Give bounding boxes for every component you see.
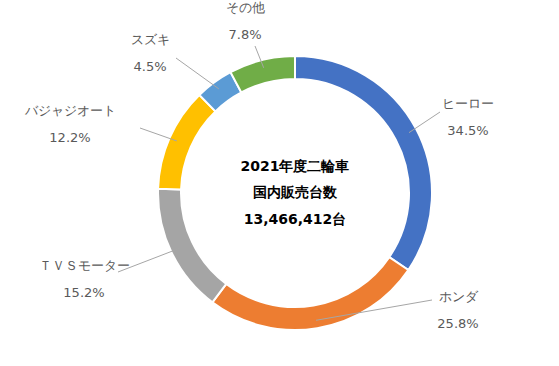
annotation: 2021年度二輪車 xyxy=(241,158,350,174)
slice xyxy=(212,257,408,330)
category-label: ヒーロー xyxy=(442,96,494,111)
center-text: 2021年度二輪車国内販売台数 13,466,412台 xyxy=(241,158,350,227)
leader-line xyxy=(255,46,264,68)
data-labels: ヒーロー 34.5% ホンダ 25.8% ＴＶＳモーター 15.2% バジャジオート 12.2… xyxy=(24,0,495,331)
value-label: 12.2% xyxy=(49,130,90,145)
category-label: ＴＶＳモーター xyxy=(39,258,130,273)
category-label: ホンダ xyxy=(439,289,479,304)
value-label: 34.5% xyxy=(447,123,488,138)
slice xyxy=(231,56,295,92)
annotation: 国内販売台数 xyxy=(253,184,338,200)
leader-line xyxy=(409,112,440,133)
value-label: 7.8% xyxy=(228,27,261,42)
chart-container: ヒーロー 34.5% ホンダ 25.8% ＴＶＳモーター 15.2% バジャジオート 12.2… xyxy=(0,0,559,366)
category-label: スズキ xyxy=(131,32,170,47)
value-label: 15.2% xyxy=(63,285,104,300)
slice xyxy=(158,189,226,303)
annotation: 13,466,412台 xyxy=(244,211,347,227)
donut xyxy=(158,56,432,330)
category-label: バジャジオート xyxy=(24,103,116,118)
leader-line xyxy=(140,128,177,141)
category-label: その他 xyxy=(226,0,265,15)
value-label: 25.8% xyxy=(437,316,478,331)
leader-line xyxy=(176,58,219,89)
leader-line xyxy=(316,300,432,320)
slice xyxy=(158,95,215,190)
value-label: 4.5% xyxy=(133,59,166,74)
chart-svg: ヒーロー 34.5% ホンダ 25.8% ＴＶＳモーター 15.2% バジャジオート 12.2… xyxy=(0,0,559,366)
